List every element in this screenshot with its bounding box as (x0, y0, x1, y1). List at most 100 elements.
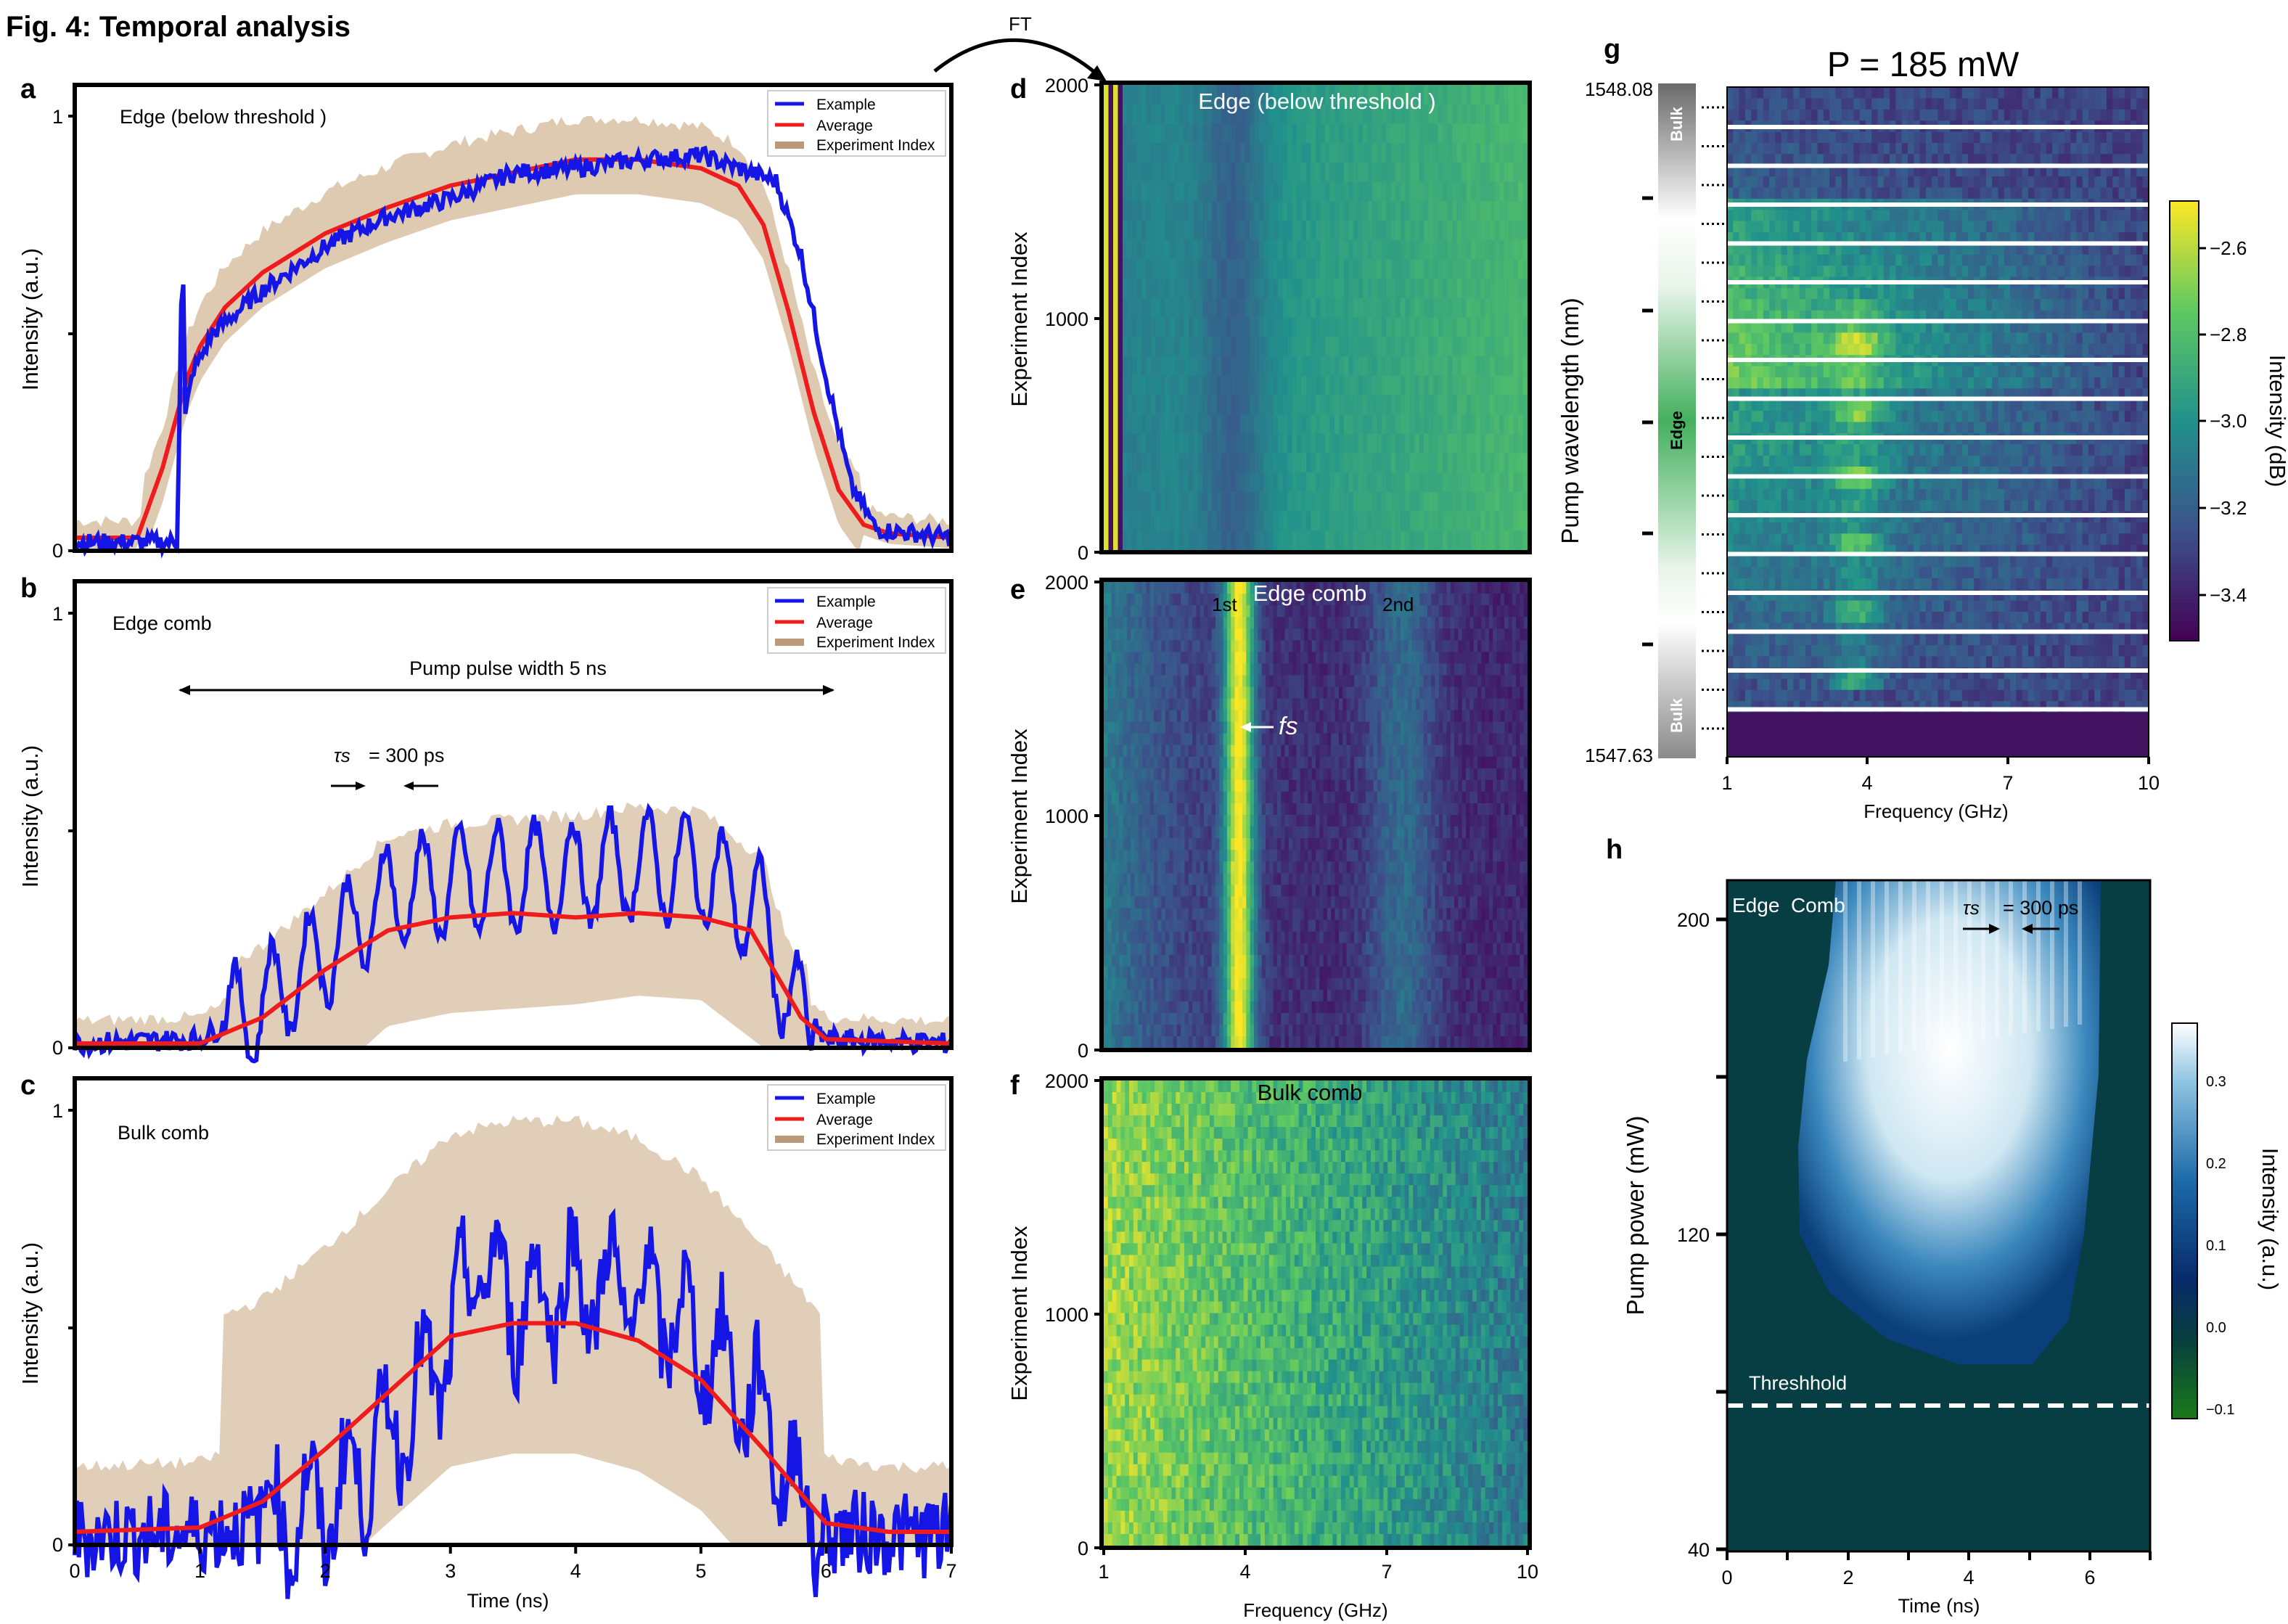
heatmap-cell (1246, 582, 1251, 594)
heatmap-cell (1316, 491, 1321, 512)
heatmap-cell (1338, 686, 1343, 700)
heatmap-cell (1414, 85, 1420, 105)
heatmap-cell (1475, 201, 1481, 221)
heatmap-cell (1165, 827, 1170, 839)
heatmap-cell (1219, 803, 1224, 816)
heatmap-cell (1316, 815, 1320, 827)
heatmap-cell (1173, 827, 1178, 839)
heatmap-cell (1202, 337, 1208, 357)
pump-width-arrow-right (823, 685, 835, 695)
heatmap-cell (1331, 745, 1336, 758)
heatmap-cell (1292, 710, 1297, 723)
heatmap-cell (1353, 259, 1358, 279)
heatmap-cell (1390, 221, 1396, 241)
heatmap-cell (1320, 162, 1326, 183)
heatmap-cell (1263, 143, 1269, 163)
heatmap-cell (1516, 815, 1520, 827)
heatmap-cell (1408, 827, 1413, 839)
heatmap-cell (1512, 640, 1517, 652)
heatmap-cell (1292, 414, 1297, 435)
heatmap-cell (1141, 239, 1147, 260)
heatmap-cell (1288, 628, 1293, 641)
heatmap-cell (1288, 803, 1293, 816)
heatmap-cell (1358, 838, 1363, 850)
heatmap-cell (1146, 733, 1151, 746)
heatmap-cell (1226, 530, 1231, 551)
heatmap-cell (1443, 181, 1448, 202)
heatmap-cell (1419, 181, 1424, 202)
heatmap-cell (1353, 453, 1358, 473)
heatmap-cell (1346, 686, 1351, 700)
heatmap-cell (1204, 594, 1208, 606)
heatmap-cell (1520, 698, 1525, 711)
heatmap-cell (1281, 698, 1286, 711)
heatmap-cell (1246, 628, 1251, 641)
heatmap-cell (1396, 745, 1401, 758)
heatmap-cell (1431, 779, 1436, 792)
heatmap-cell (1400, 791, 1405, 804)
heatmap-cell (1385, 768, 1390, 781)
heatmap-cell (1108, 356, 1114, 377)
heatmap-cell (1178, 123, 1184, 144)
heatmap-cell (1500, 617, 1505, 629)
heatmap-cell (1438, 472, 1443, 493)
heatmap-cell (1358, 491, 1364, 512)
heatmap-cell (1493, 733, 1498, 746)
heatmap-cell (1226, 827, 1231, 839)
heatmap-cell (1282, 123, 1288, 144)
heatmap-cell (1338, 768, 1343, 781)
heatmap-cell (1113, 317, 1119, 337)
heatmap-cell (1475, 298, 1481, 319)
heatmap-cell (1475, 395, 1481, 415)
heatmap-cell (1405, 221, 1411, 241)
heatmap-cell (1150, 375, 1156, 395)
heatmap-cell (1165, 414, 1170, 435)
heatmap-cell (1263, 181, 1269, 202)
heatmap-cell (1404, 838, 1409, 850)
heatmap-cell (1184, 791, 1189, 804)
heatmap-cell (1348, 239, 1354, 260)
heatmap-cell (1240, 317, 1246, 337)
heatmap-cell (1353, 123, 1358, 144)
panel-a-ytick-0: 0 (52, 540, 63, 562)
heatmap-cell (1131, 201, 1137, 221)
heatmap-cell (1207, 594, 1213, 606)
heatmap-cell (1377, 838, 1382, 850)
heatmap-cell (1508, 663, 1513, 676)
heatmap-cell (1226, 710, 1231, 723)
heatmap-cell (1485, 710, 1490, 723)
heatmap-cell (1346, 652, 1351, 664)
heatmap-cell (1509, 317, 1514, 337)
heatmap-cell (1377, 85, 1382, 105)
heatmap-cell (1245, 395, 1250, 415)
heatmap-cell (1240, 239, 1246, 260)
heatmap-cell (1411, 733, 1416, 746)
heatmap-cell (1238, 675, 1243, 688)
heatmap-cell (1141, 356, 1147, 377)
heatmap-cell (1176, 675, 1181, 688)
heatmap-cell (1207, 453, 1213, 473)
heatmap-cell (1458, 791, 1463, 804)
heatmap-cell (1381, 337, 1387, 357)
heatmap-cell (1111, 582, 1116, 594)
heatmap-cell (1369, 733, 1374, 746)
heatmap-cell (1297, 162, 1303, 183)
heatmap-cell (1443, 721, 1448, 734)
figure-title: Fig. 4: Temporal analysis (6, 11, 350, 43)
heatmap-cell (1342, 663, 1348, 676)
heatmap-cell (1466, 779, 1470, 792)
heatmap-cell (1126, 779, 1131, 792)
heatmap-cell (1400, 259, 1406, 279)
heatmap-cell (1216, 530, 1222, 551)
heatmap-cell (1504, 733, 1509, 746)
heatmap-cell (1485, 395, 1491, 415)
heatmap-cell (1207, 605, 1213, 618)
heatmap-cell (1134, 733, 1139, 746)
panel-a-title: Edge (below threshold ) (120, 106, 327, 128)
heatmap-cell (1266, 686, 1270, 700)
heatmap-cell (1454, 628, 1459, 641)
heatmap-cell (1358, 530, 1364, 551)
heatmap-cell (1504, 675, 1509, 688)
heatmap-cell (1113, 279, 1119, 299)
heatmap-cell (1292, 791, 1297, 804)
